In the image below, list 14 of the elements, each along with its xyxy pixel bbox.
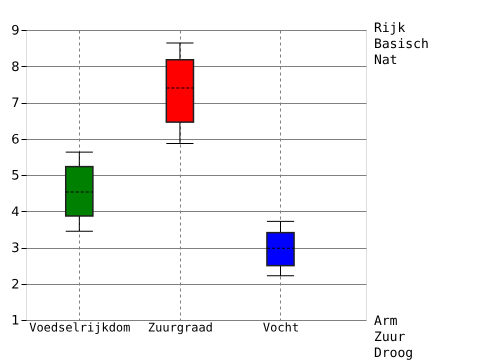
y-tick-label: 4 [11,204,20,220]
x-tick-label: Zuurgraad [148,320,213,334]
text: Arm Zuur Droog [374,314,414,360]
y-tick-label: 5 [11,168,20,184]
y-tick-label: 2 [11,277,20,292]
y-tick-label: 7 [11,96,20,111]
y-tick-label: 8 [11,60,20,75]
x-tick-label: Voedselrijkdom [29,320,130,334]
text: Rijk Basisch Nat [374,21,429,68]
x-tick-label: Vocht [262,320,300,334]
y-tick-label: 9 [11,24,20,38]
y-tick-label: 3 [11,241,20,256]
y-tick-label: 1 [11,314,20,328]
y-tick-label: 6 [11,132,20,148]
